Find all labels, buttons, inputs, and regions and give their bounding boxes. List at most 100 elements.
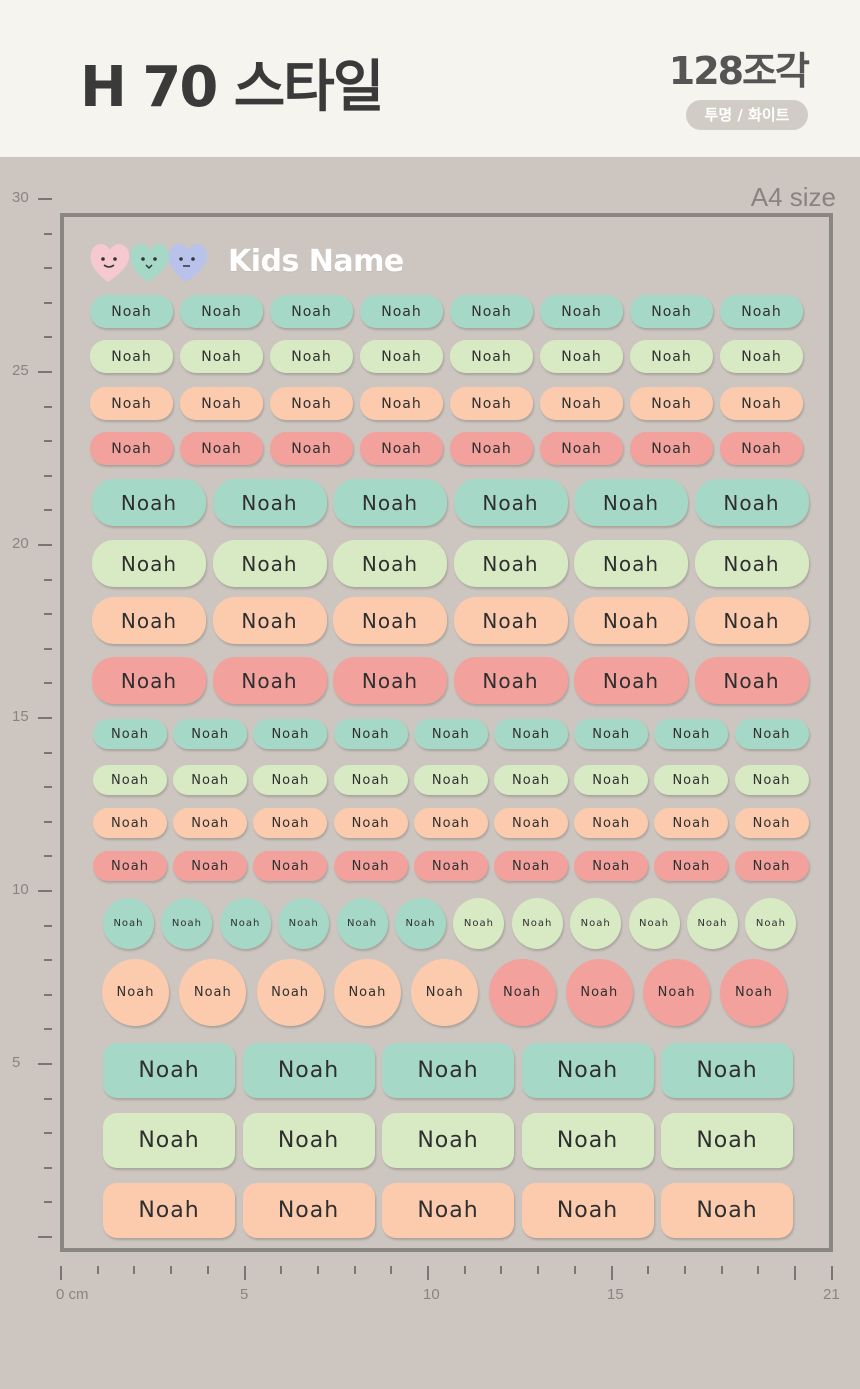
name-sticker: Noah (333, 657, 447, 704)
name-sticker: Noah (574, 540, 688, 587)
name-sticker: Noah (453, 540, 568, 587)
piece-count: 128조각 (668, 49, 810, 93)
name-sticker: Noah (630, 387, 713, 420)
ruler-tick (60, 1266, 62, 1280)
name-sticker: Noah (103, 1113, 235, 1168)
name-sticker: Noah (574, 719, 649, 749)
name-sticker: Noah (694, 479, 809, 526)
name-sticker: Noah (521, 1043, 654, 1098)
name-sticker: Noah (180, 340, 263, 373)
name-sticker: Noah (694, 657, 809, 704)
name-sticker: Noah (574, 657, 688, 704)
material-badge: 투명 / 화이트 (686, 100, 808, 130)
name-sticker: Noah (494, 851, 568, 881)
name-sticker: Noah (92, 597, 206, 644)
name-sticker: Noah (661, 1043, 793, 1098)
ruler-label: 10 (423, 1286, 440, 1303)
name-sticker: Noah (574, 597, 688, 644)
name-sticker: Noah (278, 898, 330, 949)
name-sticker: Noah (395, 898, 446, 949)
name-sticker: Noah (643, 959, 711, 1026)
name-sticker: Noah (93, 719, 167, 749)
name-sticker: Noah (511, 898, 563, 949)
name-sticker: Noah (270, 340, 353, 373)
ruler-tick (44, 648, 52, 650)
ruler-tick (44, 509, 52, 511)
ruler-tick (44, 752, 52, 754)
name-sticker: Noah (333, 851, 408, 881)
name-sticker: Noah (333, 479, 447, 526)
name-sticker: Noah (253, 808, 328, 838)
name-sticker: Noah (270, 387, 353, 420)
name-sticker: Noah (494, 719, 568, 749)
ruler-tick (44, 959, 52, 961)
ruler-tick (647, 1266, 649, 1274)
ruler-tick (44, 336, 52, 338)
name-sticker: Noah (179, 959, 247, 1026)
name-sticker: Noah (242, 1183, 375, 1238)
page-title: H 70 스타일 (80, 55, 384, 120)
name-sticker: Noah (661, 1113, 793, 1168)
name-sticker: Noah (654, 719, 729, 749)
ruler-tick (427, 1266, 429, 1280)
ruler-tick (44, 613, 52, 615)
ruler-label: 15 (607, 1286, 624, 1303)
ruler-tick (207, 1266, 209, 1274)
ruler-tick (44, 994, 52, 996)
name-sticker: Noah (628, 898, 680, 949)
ruler-tick (44, 267, 52, 269)
name-sticker: Noah (333, 719, 408, 749)
name-sticker: Noah (333, 765, 408, 795)
name-sticker: Noah (161, 898, 213, 949)
name-sticker: Noah (661, 1183, 793, 1238)
name-sticker: Noah (450, 432, 533, 465)
name-sticker: Noah (720, 295, 803, 328)
name-sticker: Noah (93, 808, 167, 838)
name-sticker: Noah (382, 1043, 514, 1098)
name-sticker: Noah (173, 808, 248, 838)
ruler-tick (317, 1266, 319, 1274)
name-sticker: Noah (382, 1183, 514, 1238)
name-sticker: Noah (734, 851, 809, 881)
ruler-tick (38, 717, 52, 719)
ruler-tick (44, 440, 52, 442)
name-sticker: Noah (734, 719, 809, 749)
ruler-tick (794, 1266, 796, 1280)
name-sticker: Noah (90, 340, 173, 373)
ruler-tick (574, 1266, 576, 1274)
name-sticker: Noah (333, 540, 447, 587)
name-sticker: Noah (540, 432, 623, 465)
name-sticker: Noah (694, 597, 809, 644)
name-sticker: Noah (93, 851, 167, 881)
name-sticker: Noah (360, 387, 443, 420)
name-sticker: Noah (242, 1043, 375, 1098)
name-sticker: Noah (565, 959, 633, 1026)
name-sticker: Noah (256, 959, 324, 1026)
ruler-label: 25 (12, 362, 29, 379)
ruler-tick (38, 198, 52, 200)
ruler-tick (44, 1201, 52, 1203)
name-sticker: Noah (450, 295, 533, 328)
name-sticker: Noah (92, 479, 206, 526)
name-sticker: Noah (413, 808, 488, 838)
ruler-tick (44, 233, 52, 235)
ruler-tick (133, 1266, 135, 1274)
ruler-tick (831, 1266, 833, 1280)
name-sticker: Noah (219, 898, 271, 949)
name-sticker: Noah (654, 765, 729, 795)
name-sticker: Noah (720, 387, 803, 420)
ruler-tick (44, 682, 52, 684)
name-sticker: Noah (453, 597, 568, 644)
name-sticker: Noah (574, 808, 649, 838)
ruler-tick (44, 1132, 52, 1134)
name-sticker: Noah (521, 1183, 654, 1238)
name-sticker: Noah (745, 898, 797, 949)
name-sticker: Noah (630, 340, 713, 373)
ruler-tick (44, 302, 52, 304)
name-sticker: Noah (494, 808, 568, 838)
name-sticker: Noah (570, 898, 622, 949)
name-sticker: Noah (450, 387, 533, 420)
name-sticker: Noah (654, 808, 729, 838)
name-sticker: Noah (654, 851, 729, 881)
name-sticker: Noah (103, 1183, 235, 1238)
